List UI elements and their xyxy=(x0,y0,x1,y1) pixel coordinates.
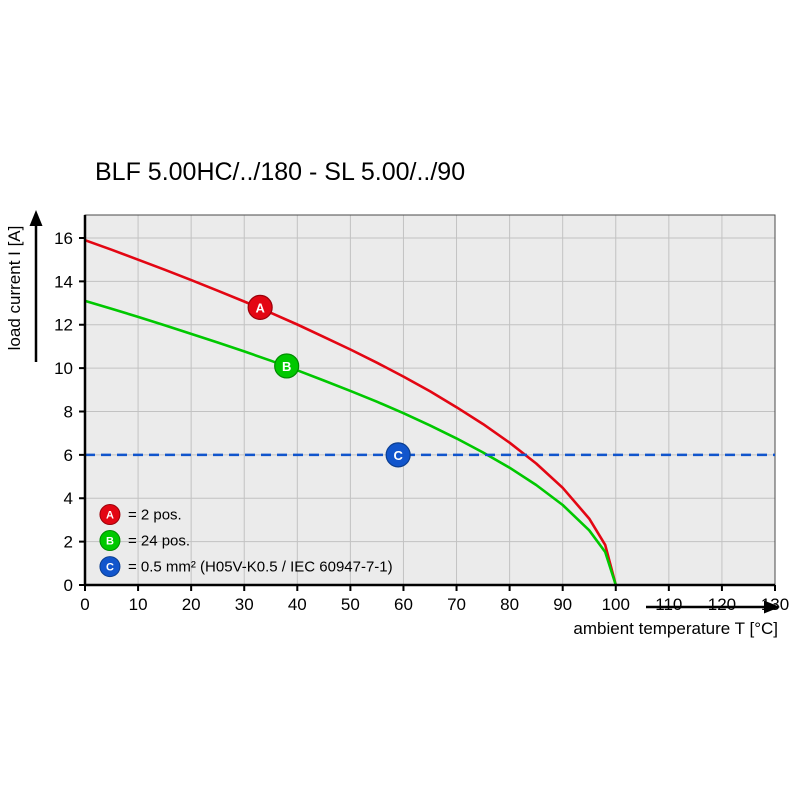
legend-swatch-B xyxy=(99,530,121,552)
series-curve-A xyxy=(84,238,618,586)
curve-marker-letter-A: A xyxy=(255,300,265,315)
series-curve-B xyxy=(84,299,618,586)
chart-title: BLF 5.00HC/../180 - SL 5.00/../90 xyxy=(95,158,466,186)
y-axis-label: load current I [A] xyxy=(5,226,24,351)
legend-letter-C: C xyxy=(106,562,114,574)
curve-marker-letter-B: B xyxy=(282,359,291,374)
x-tick-label: 70 xyxy=(447,595,466,614)
legend-item-C: = 0.5 mm² (H05V-K0.5 / IEC 60947-7-1) xyxy=(128,559,393,576)
x-axis-arrowhead-icon xyxy=(764,600,780,614)
legend-item-A: = 2 pos. xyxy=(128,507,182,524)
curve-marker-C xyxy=(385,442,411,468)
x-tick-label: 120 xyxy=(708,595,736,614)
y-tick-label: 10 xyxy=(54,359,73,378)
legend-swatch-C xyxy=(99,556,121,578)
x-tick-label: 110 xyxy=(655,595,682,614)
legend-letter-B: B xyxy=(106,536,114,548)
y-tick-label: 12 xyxy=(54,316,73,335)
y-tick-label: 8 xyxy=(64,402,73,421)
x-tick-label: 20 xyxy=(182,595,201,614)
plot-background xyxy=(85,215,775,585)
x-axis-label: ambient temperature T [°C] xyxy=(573,619,778,638)
y-axis-arrowhead-icon xyxy=(29,210,43,226)
y-tick-label: 2 xyxy=(64,533,73,552)
x-tick-label: 40 xyxy=(288,595,307,614)
y-tick-label: 6 xyxy=(64,446,73,465)
legend-swatch-A xyxy=(99,504,121,526)
x-tick-label: 30 xyxy=(235,595,254,614)
curve-marker-A xyxy=(247,294,273,320)
x-tick-label: 80 xyxy=(500,595,519,614)
x-tick-label: 100 xyxy=(602,595,630,614)
y-tick-label: 4 xyxy=(64,489,73,508)
legend-item-B: = 24 pos. xyxy=(128,533,190,550)
y-tick-label: 16 xyxy=(54,229,73,248)
curve-marker-B xyxy=(274,353,300,379)
x-tick-label: 90 xyxy=(553,595,572,614)
x-tick-label: 60 xyxy=(394,595,413,614)
legend-letter-A: A xyxy=(106,510,114,522)
x-tick-label: 10 xyxy=(129,595,148,614)
curve-marker-letter-C: C xyxy=(393,448,403,463)
y-tick-label: 0 xyxy=(64,576,73,595)
y-tick-label: 14 xyxy=(54,272,73,291)
x-tick-label: 0 xyxy=(80,595,89,614)
x-tick-label: 50 xyxy=(341,595,360,614)
